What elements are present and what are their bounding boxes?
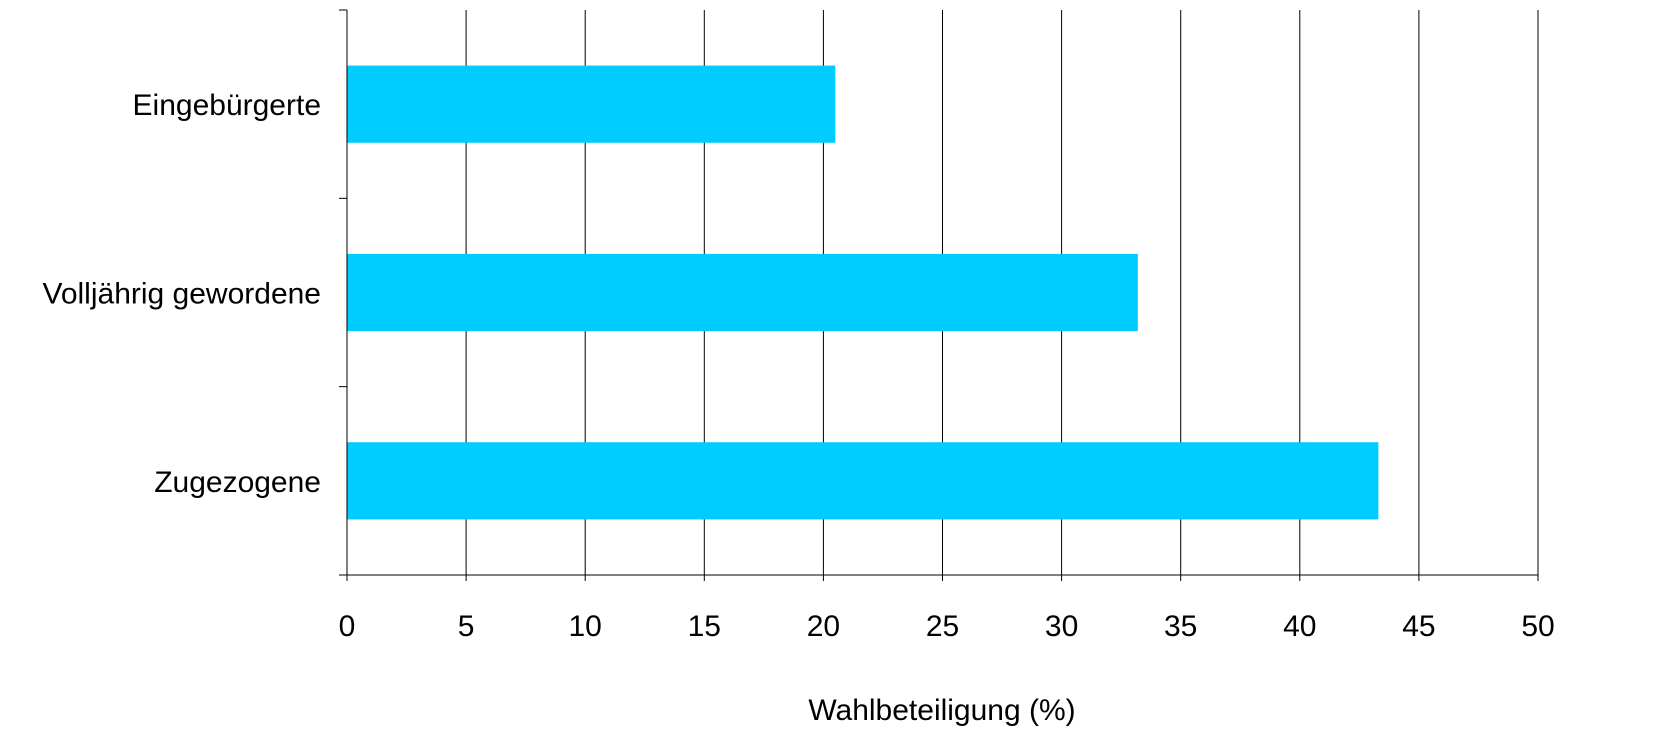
category-label: Zugezogene <box>154 466 321 499</box>
x-tick-label: 45 <box>1402 610 1435 643</box>
bar-1 <box>347 253 1138 332</box>
x-tick-label: 25 <box>926 610 959 643</box>
x-tick-label: 30 <box>1045 610 1078 643</box>
x-tick-label: 10 <box>569 610 602 643</box>
bar-0 <box>347 65 836 143</box>
category-label: Eingebürgerte <box>133 89 321 122</box>
bar-2 <box>347 442 1379 520</box>
bars <box>347 65 1379 520</box>
category-label: Volljährig gewordene <box>42 278 321 311</box>
x-tick-label: 40 <box>1283 610 1316 643</box>
x-tick-label: 35 <box>1164 610 1197 643</box>
x-tick-label: 5 <box>458 610 475 643</box>
x-tick-label: 50 <box>1521 610 1554 643</box>
labels: 0 5 10 15 20 25 30 35 40 45 50 Eingebürgerte Volljäh… <box>42 89 1554 643</box>
x-tick-label: 20 <box>807 610 840 643</box>
x-tick-label: 15 <box>688 610 721 643</box>
x-axis-title: Wahlbeteiligung (%) <box>808 694 1075 727</box>
x-tick-label: 0 <box>339 610 356 643</box>
axes <box>339 9 1539 581</box>
